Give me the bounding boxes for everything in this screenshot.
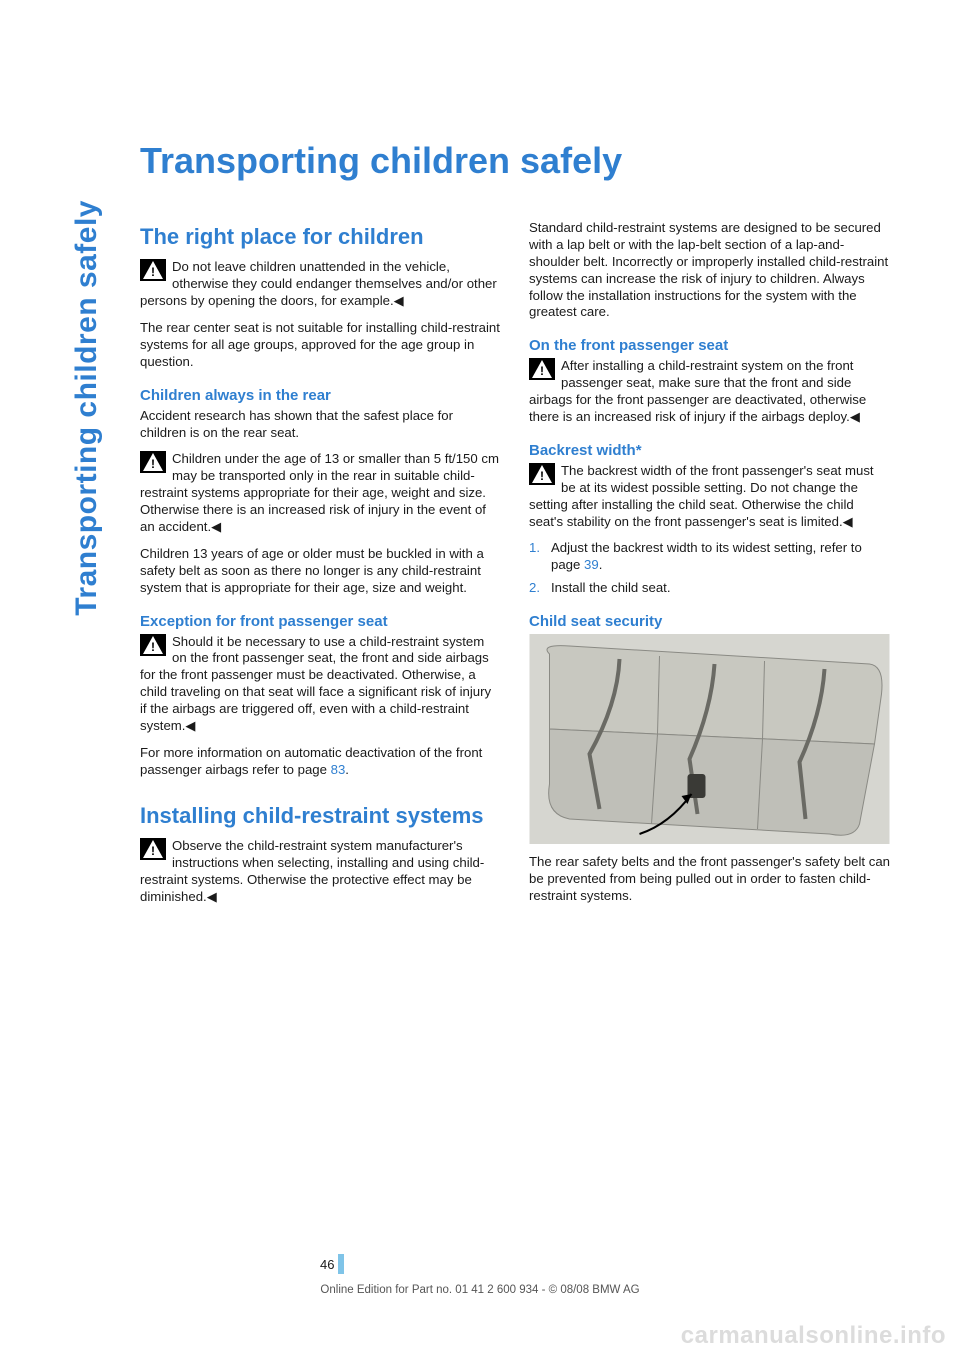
heading-children-rear: Children always in the rear <box>140 387 501 404</box>
warning-text: Do not leave children unattended in the … <box>140 259 497 308</box>
warning-text: The backrest width of the front passenge… <box>529 463 874 529</box>
heading-front-passenger: On the front passenger seat <box>529 337 890 354</box>
warning-icon: ! <box>529 358 555 380</box>
svg-text:!: ! <box>151 457 155 471</box>
warning-icon: ! <box>140 259 166 281</box>
child-seat-figure <box>529 634 890 844</box>
svg-text:!: ! <box>540 469 544 483</box>
para-standard-systems: Standard child-restraint systems are des… <box>529 220 890 321</box>
para-airbag-ref: For more information on automatic deacti… <box>140 745 501 779</box>
manual-page: Transporting children safely Transportin… <box>0 0 960 1358</box>
page-link-39[interactable]: 39 <box>584 557 599 572</box>
heading-installing: Installing child-restraint systems <box>140 803 501 828</box>
warning-under-13: ! Children under the age of 13 or smalle… <box>140 451 501 535</box>
warning-text: After installing a child-restraint syste… <box>529 358 866 424</box>
warning-icon: ! <box>140 451 166 473</box>
warning-backrest: ! The backrest width of the front passen… <box>529 463 890 531</box>
side-tab-label: Transporting children safely <box>70 200 104 616</box>
watermark: carmanualsonline.info <box>681 1322 946 1350</box>
backrest-steps: 1.Adjust the backrest width to its wides… <box>529 540 890 597</box>
warning-text: Children under the age of 13 or smaller … <box>140 451 499 534</box>
warning-unattended: ! Do not leave children unattended in th… <box>140 259 501 310</box>
svg-text:!: ! <box>151 844 155 858</box>
page-link-83[interactable]: 83 <box>331 762 346 777</box>
svg-text:!: ! <box>151 640 155 654</box>
page-number-bar <box>338 1254 344 1274</box>
warning-manufacturer: ! Observe the child-restraint system man… <box>140 838 501 906</box>
warning-icon: ! <box>140 634 166 656</box>
svg-text:!: ! <box>540 364 544 378</box>
page-number: 46 <box>320 1257 334 1272</box>
warning-icon: ! <box>529 463 555 485</box>
para-rear-center: The rear center seat is not suitable for… <box>140 320 501 371</box>
para-accident-research: Accident research has shown that the saf… <box>140 408 501 442</box>
warning-front-install: ! After installing a child-restraint sys… <box>529 358 890 426</box>
para-seat-security: The rear safety belts and the front pass… <box>529 854 890 905</box>
warning-text: Should it be necessary to use a child-re… <box>140 634 491 733</box>
list-item: 1.Adjust the backrest width to its wides… <box>529 540 890 574</box>
footer-text: Online Edition for Part no. 01 41 2 600 … <box>0 1284 960 1296</box>
heading-right-place: The right place for children <box>140 224 501 249</box>
page-title: Transporting children safely <box>140 140 890 182</box>
heading-exception-front: Exception for front passenger seat <box>140 613 501 630</box>
warning-icon: ! <box>140 838 166 860</box>
warning-front-seat: ! Should it be necessary to use a child-… <box>140 634 501 735</box>
column-left: The right place for children ! Do not le… <box>140 220 501 916</box>
heading-backrest-width: Backrest width* <box>529 442 890 459</box>
svg-text:!: ! <box>151 265 155 279</box>
heading-child-seat-security: Child seat security <box>529 613 890 630</box>
para-over-13: Children 13 years of age or older must b… <box>140 546 501 597</box>
warning-text: Observe the child-restraint system manuf… <box>140 838 484 904</box>
two-column-layout: The right place for children ! Do not le… <box>140 220 890 916</box>
list-item: 2.Install the child seat. <box>529 580 890 597</box>
column-right: Standard child-restraint systems are des… <box>529 220 890 916</box>
